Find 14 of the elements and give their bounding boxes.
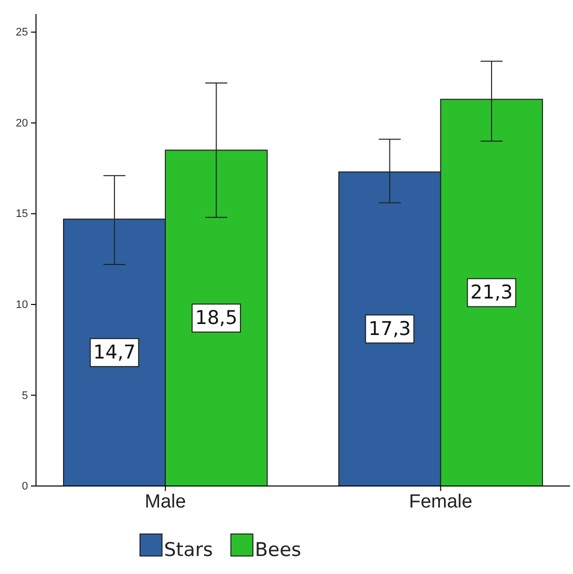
y-tick-label: 15 [16,208,28,220]
data-label: 18,5 [195,307,238,330]
y-tick-label: 25 [16,26,28,39]
legend-label: Bees [254,539,302,561]
y-tick-label: 0 [22,480,28,493]
data-label: 21,3 [470,282,513,304]
data-label: 14,7 [93,342,136,364]
data-label: 17,3 [368,318,411,340]
legend-label: Stars [164,539,213,561]
y-tick-label: 5 [22,390,28,402]
y-tick-label: 10 [16,298,28,311]
y-tick-label: 20 [16,117,28,130]
x-tick-label: Female [408,491,472,512]
x-tick-label: Male [144,491,186,512]
